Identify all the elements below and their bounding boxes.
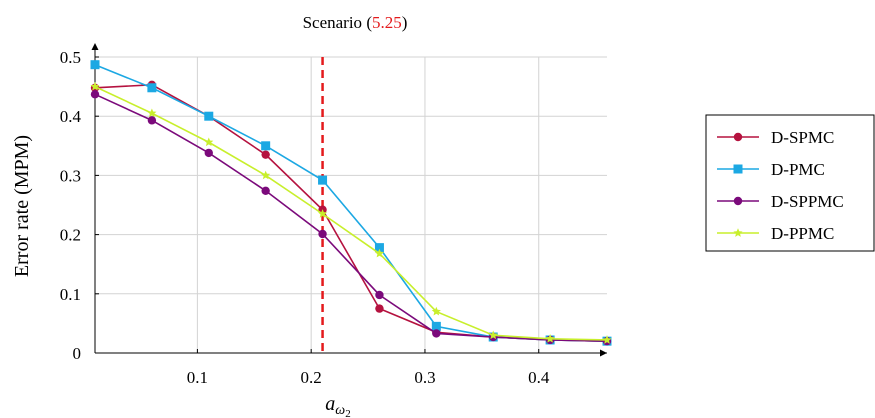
data-point-d-pmc — [431, 321, 441, 331]
legend-item-d-ppmc: D-PPMC — [717, 224, 834, 243]
series-group — [90, 60, 612, 346]
data-point-d-pmc — [318, 175, 328, 185]
series-line-d-sppmc — [94, 93, 608, 342]
legend-swatch-marker — [733, 228, 743, 237]
data-point-d-ppmc — [488, 330, 498, 340]
legend-swatch-marker — [733, 132, 743, 142]
x-tick-label: 0.1 — [187, 368, 208, 387]
data-point-d-spmc — [261, 150, 270, 159]
legend-label: D-SPMC — [771, 128, 834, 147]
data-point-d-pmc — [204, 111, 214, 121]
data-point-d-sppmc — [90, 90, 100, 99]
data-point-d-ppmc — [545, 333, 555, 343]
series-d-ppmc — [90, 81, 612, 344]
data-point-d-sppmc — [432, 329, 441, 338]
y-tick-label: 0.4 — [60, 107, 82, 126]
legend-swatch-marker — [733, 196, 743, 206]
x-tick-label: 0.3 — [414, 368, 435, 387]
x-axis-arrow — [600, 349, 607, 357]
legend-label: D-PMC — [771, 160, 825, 179]
series-line-d-pmc — [94, 63, 608, 342]
y-axis-arrow — [91, 43, 99, 50]
legend-item-d-sppmc: D-SPPMC — [717, 192, 844, 211]
data-point-d-ppmc — [317, 209, 328, 218]
data-point-d-sppmc — [375, 290, 384, 300]
y-tick-label: 0.3 — [60, 166, 81, 185]
data-point-d-ppmc — [261, 170, 271, 180]
data-point-d-ppmc — [147, 108, 157, 118]
data-point-d-ppmc — [602, 335, 612, 344]
legend-label: D-SPPMC — [771, 192, 844, 211]
x-tick-label: 0.2 — [301, 368, 322, 387]
y-tick-label: 0.1 — [60, 285, 81, 304]
grid — [95, 56, 607, 354]
legend-item-d-spmc: D-SPMC — [717, 128, 834, 147]
x-tick-label: 0.4 — [528, 368, 550, 387]
data-point-d-sppmc — [204, 148, 213, 158]
legend-swatch-marker — [733, 164, 743, 174]
data-point-d-pmc — [90, 60, 100, 70]
legend: D-SPMC D-PMC D-SPPMC D-PPMC — [705, 114, 875, 252]
data-point-d-ppmc — [90, 81, 100, 91]
axes — [91, 43, 607, 357]
legend-item-d-pmc: D-PMC — [717, 160, 825, 179]
title-reference: 5.25 — [372, 13, 402, 32]
x-axis-label: aω2 — [325, 393, 350, 418]
series-d-pmc — [90, 60, 612, 346]
tick-labels: 0.1 0.2 0.3 0.4 0 0.1 0.2 0.3 0.4 0.5 — [60, 48, 550, 387]
data-point-d-sppmc — [261, 186, 270, 195]
data-point-d-pmc — [147, 83, 157, 93]
data-point-d-ppmc — [374, 248, 385, 258]
data-point-d-pmc — [374, 243, 384, 253]
data-point-d-sppmc — [147, 116, 157, 125]
data-point-d-spmc — [375, 304, 384, 313]
y-axis-label: Error rate (MPM) — [11, 135, 33, 277]
y-tick-label: 0 — [73, 344, 82, 363]
series-line-d-ppmc — [94, 85, 608, 341]
series-d-sppmc — [90, 90, 612, 346]
y-tick-label: 0.2 — [60, 226, 81, 245]
legend-label: D-PPMC — [771, 224, 834, 243]
data-point-d-sppmc — [318, 229, 327, 239]
data-point-d-ppmc — [431, 306, 441, 316]
data-point-d-pmc — [261, 141, 271, 151]
y-tick-label: 0.5 — [60, 48, 81, 67]
chart-title: Scenario (5.25) — [303, 13, 408, 32]
data-point-d-ppmc — [204, 137, 214, 147]
